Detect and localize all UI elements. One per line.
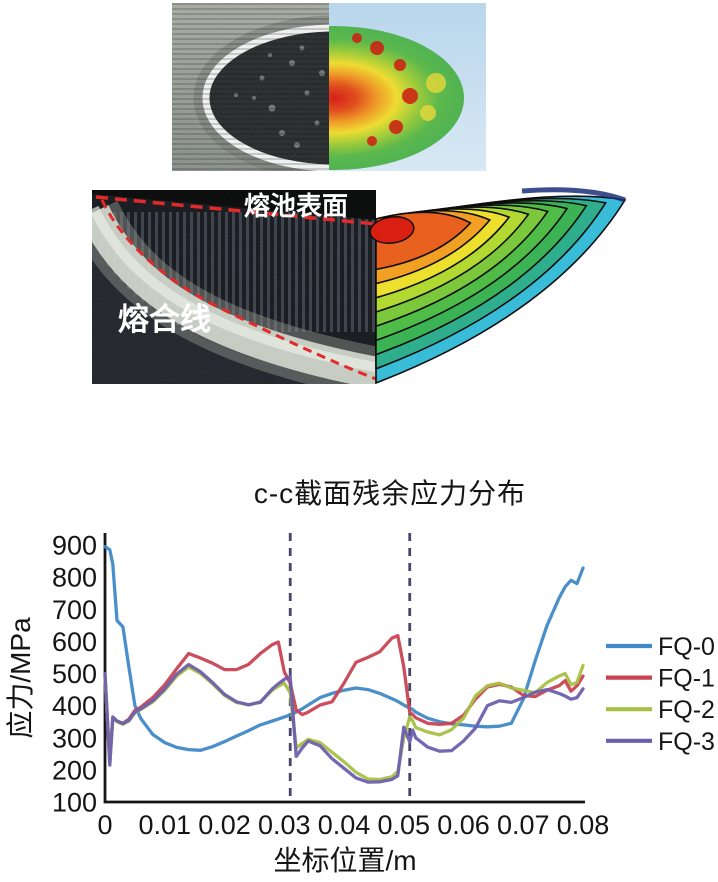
simulation-hot-spots [352,33,418,146]
x-tick-label: 0.08 [557,810,610,840]
fusion-line-dashed-curve [100,199,376,381]
pool-surface-dashed-line [95,195,376,226]
weld-pool-top-view-comparison-image [172,3,486,171]
y-tick-label: 100 [52,788,97,818]
y-axis-label: 应力/MPa [5,617,36,739]
y-tick-label: 400 [52,691,97,721]
x-tick-label: 0.04 [318,810,371,840]
y-tick-label: 200 [52,755,97,785]
series-line-FQ-3 [103,662,585,784]
legend-label-FQ-1: FQ-1 [658,665,715,693]
legend-label-FQ-2: FQ-2 [658,696,715,724]
x-tick-label: 0.03 [258,810,311,840]
x-tick-label: 0.07 [497,810,550,840]
weld-cross-section-comparison-image: 熔池表面 熔合线 [92,187,627,385]
axes [103,533,585,804]
legend-label-FQ-3: FQ-3 [658,728,715,756]
fusion-line-label: 熔合线 [118,302,211,337]
x-tick-label: 0.05 [377,810,430,840]
x-axis-label: 坐标位置/m [273,845,416,876]
series-line-FQ-0 [103,544,585,752]
pool-surface-label: 熔池表面 [244,191,348,221]
x-tick-label: 0.06 [437,810,490,840]
series-line-FQ-1 [103,633,585,762]
macrograph-photo [92,190,376,384]
y-tick-label: 800 [52,563,97,593]
y-tick-label: 700 [52,595,97,625]
chart-title: c-c截面残余应力分布 [253,478,527,509]
x-tick-label: 0 [97,810,112,840]
legend-label-FQ-0: FQ-0 [658,633,715,661]
y-tick-label: 500 [52,659,97,689]
y-tick-label: 900 [52,531,97,561]
experiment-pool-photo [172,3,329,171]
contour-core [369,216,415,244]
simulation-yellow-bumps [420,73,446,121]
simulation-pool-contour [329,3,486,171]
x-tick-label: 0.01 [138,810,191,840]
simulation-top-edge [521,187,626,203]
x-tick-label: 0.02 [198,810,251,840]
y-tick-label: 600 [52,627,97,657]
y-tick-label: 300 [52,723,97,753]
simulation-contour-bands [369,195,627,385]
